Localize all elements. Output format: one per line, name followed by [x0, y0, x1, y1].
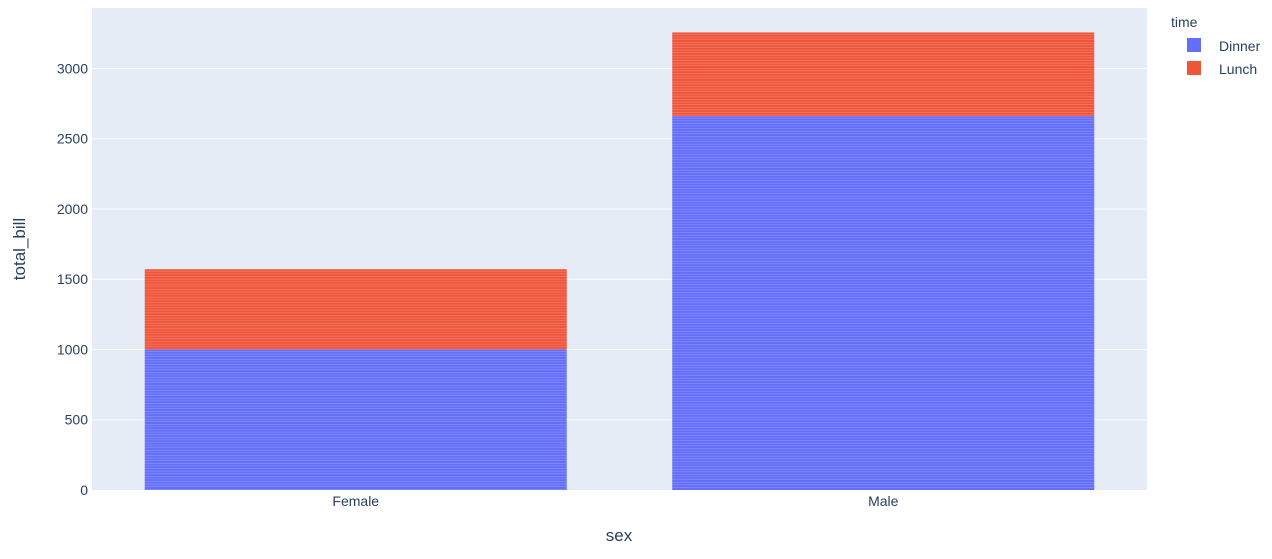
bar-texture [144, 270, 567, 350]
y-tick-label: 0 [80, 482, 88, 498]
y-tick-label: 3000 [57, 60, 88, 76]
x-tick-label: Male [868, 493, 899, 509]
y-tick-label: 2500 [57, 131, 88, 147]
legend-swatch-lunch [1187, 61, 1201, 75]
y-tick-label: 1000 [57, 341, 88, 357]
legend[interactable]: time Dinner Lunch [1171, 14, 1261, 77]
bar-lunch-male[interactable] [672, 32, 1095, 117]
bar-texture [672, 34, 1095, 116]
x-tick-labels: Female Male [332, 493, 898, 509]
legend-title: time [1171, 14, 1198, 30]
y-tick-label: 500 [65, 412, 89, 428]
bar-lunch-female[interactable] [144, 269, 567, 350]
y-tick-label: 1500 [57, 271, 88, 287]
bar-dinner-female[interactable] [144, 349, 567, 490]
legend-swatch-dinner [1187, 38, 1201, 52]
legend-label-lunch[interactable]: Lunch [1219, 61, 1257, 77]
y-tick-label: 2000 [57, 201, 88, 217]
bar-texture [144, 351, 567, 490]
x-tick-label: Female [332, 493, 379, 509]
x-axis-title: sex [606, 526, 633, 545]
y-axis-title: total_bill [10, 218, 29, 280]
bar-texture [672, 117, 1095, 488]
bar-dinner-male[interactable] [672, 116, 1095, 491]
legend-label-dinner[interactable]: Dinner [1219, 38, 1261, 54]
bars [144, 32, 1095, 491]
y-tick-labels: 0 500 1000 1500 2000 2500 3000 [57, 60, 88, 498]
